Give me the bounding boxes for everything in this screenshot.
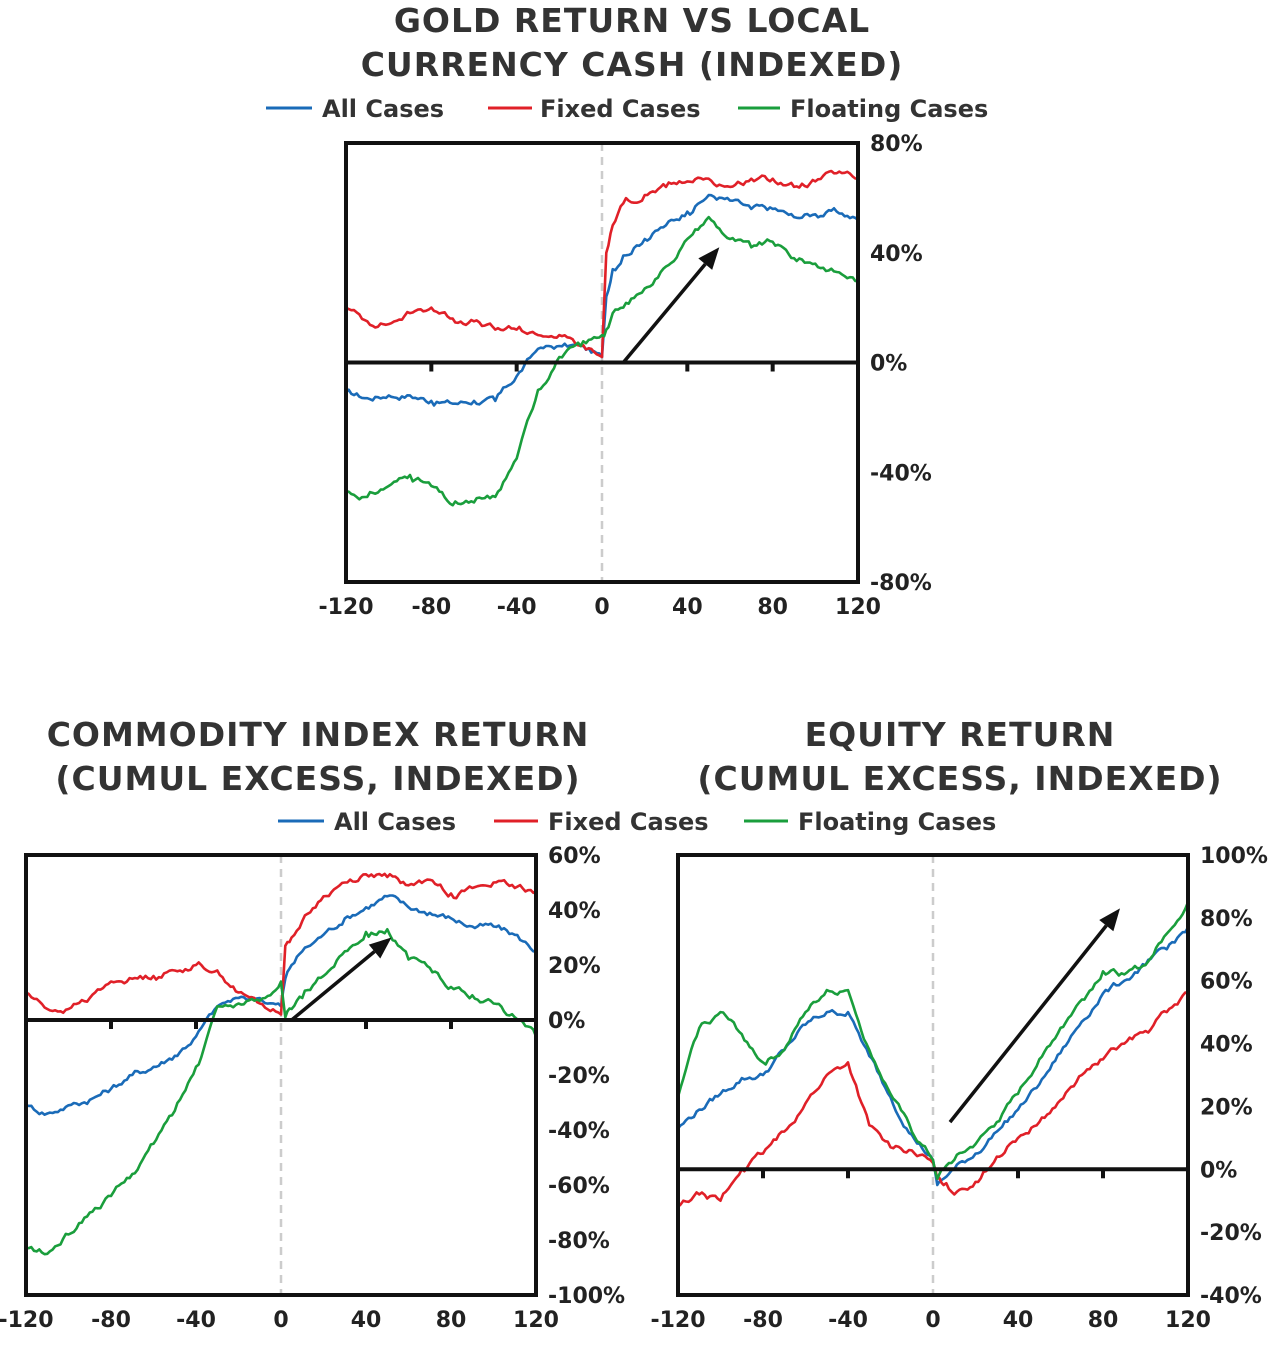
chart-title-commodity-line1: COMMODITY INDEX RETURN [47,715,590,754]
legend-label-fixed: Fixed Cases [540,95,701,123]
legend-label-fixed: Fixed Cases [548,808,709,836]
legend-label-all: All Cases [334,808,456,836]
x-tick-label: 80 [1088,1308,1119,1333]
y-tick-label: 20% [548,954,601,979]
series-line-floating [345,215,859,507]
x-tick-label: 120 [513,1308,559,1333]
x-tick-label: 80 [436,1308,467,1333]
chart-title-equity-line1: EQUITY RETURN [805,715,1116,754]
x-tick-label: -120 [318,595,373,620]
y-tick-label: -20% [548,1064,610,1089]
x-tick-label: 120 [1165,1308,1211,1333]
trend-arrow-head [698,247,720,270]
x-tick-label: -80 [91,1308,131,1333]
series-line-floating [676,901,1190,1180]
y-tick-label: -80% [548,1229,610,1254]
x-tick-label: -80 [411,595,451,620]
x-tick-label: -120 [650,1308,705,1333]
x-tick-label: 40 [1003,1308,1034,1333]
trend-arrow-shaft [621,263,707,364]
y-tick-label: 60% [548,844,601,869]
legend-label-floating: Floating Cases [790,95,988,123]
series-line-floating [25,928,538,1256]
chart-title-gold-line2: CURRENCY CASH (INDEXED) [361,45,904,84]
x-tick-label: 120 [835,595,881,620]
x-tick-label: -80 [743,1308,783,1333]
y-tick-label: -60% [548,1174,610,1199]
legend-top: All Cases Fixed Cases Floating Cases [266,95,988,123]
plot-frame [344,141,860,584]
chart-title-commodity-line2: (CUMUL EXCESS, INDEXED) [55,759,580,798]
legend-bottom: All Cases Fixed Cases Floating Cases [278,808,996,836]
x-tick-label: 40 [351,1308,382,1333]
y-tick-label: -80% [870,571,932,596]
x-tick-label: 80 [757,595,788,620]
x-tick-label: -40 [176,1308,216,1333]
plot-commodity: -120 -80 -40 0 40 80 120-100% -80% -60% -40% -20% 0… [0,844,625,1333]
y-tick-label: 0% [1200,1158,1237,1183]
trend-arrow-head [1099,908,1120,932]
y-tick-label: 60% [1200,970,1253,995]
trend-arrow-head [368,937,392,959]
y-tick-label: 40% [870,242,923,267]
trend-arrow-shaft [290,950,376,1022]
plot-frame [676,853,1190,1297]
plot-equity: -120 -80 -40 0 40 80 120-40% -20% 0% 20% 40% 60% 80%… [650,844,1268,1333]
y-tick-label: 0% [870,352,907,377]
y-tick-label: 0% [548,1009,585,1034]
x-tick-label: 0 [925,1308,940,1333]
y-tick-label: 80% [1200,907,1253,932]
plot-gold: -120 -80 -40 0 40 80 120-80% -40% 0% 40% 80% [318,132,931,620]
y-tick-label: -40% [548,1119,610,1144]
plot-frame [24,853,538,1297]
x-tick-label: 0 [273,1308,288,1333]
legend-label-all: All Cases [322,95,444,123]
y-tick-label: 80% [870,132,923,157]
y-tick-label: -20% [1200,1221,1262,1246]
x-tick-label: -40 [497,595,537,620]
y-tick-label: 40% [548,899,601,924]
y-tick-label: 40% [1200,1033,1253,1058]
y-tick-label: -40% [870,461,932,486]
x-tick-label: 0 [594,595,609,620]
y-tick-label: -100% [548,1284,625,1309]
series-line-fixed [345,169,859,359]
x-tick-label: -40 [828,1308,868,1333]
y-tick-label: -40% [1200,1284,1262,1309]
x-tick-label: 40 [672,595,703,620]
trend-arrow-shaft [948,924,1108,1124]
chart-title-gold-line1: GOLD RETURN VS LOCAL [394,1,870,40]
chart-title-equity-line2: (CUMUL EXCESS, INDEXED) [697,759,1222,798]
y-tick-label: 20% [1200,1095,1253,1120]
y-tick-label: 100% [1200,844,1268,869]
x-tick-label: -120 [0,1308,54,1333]
legend-label-floating: Floating Cases [798,808,996,836]
